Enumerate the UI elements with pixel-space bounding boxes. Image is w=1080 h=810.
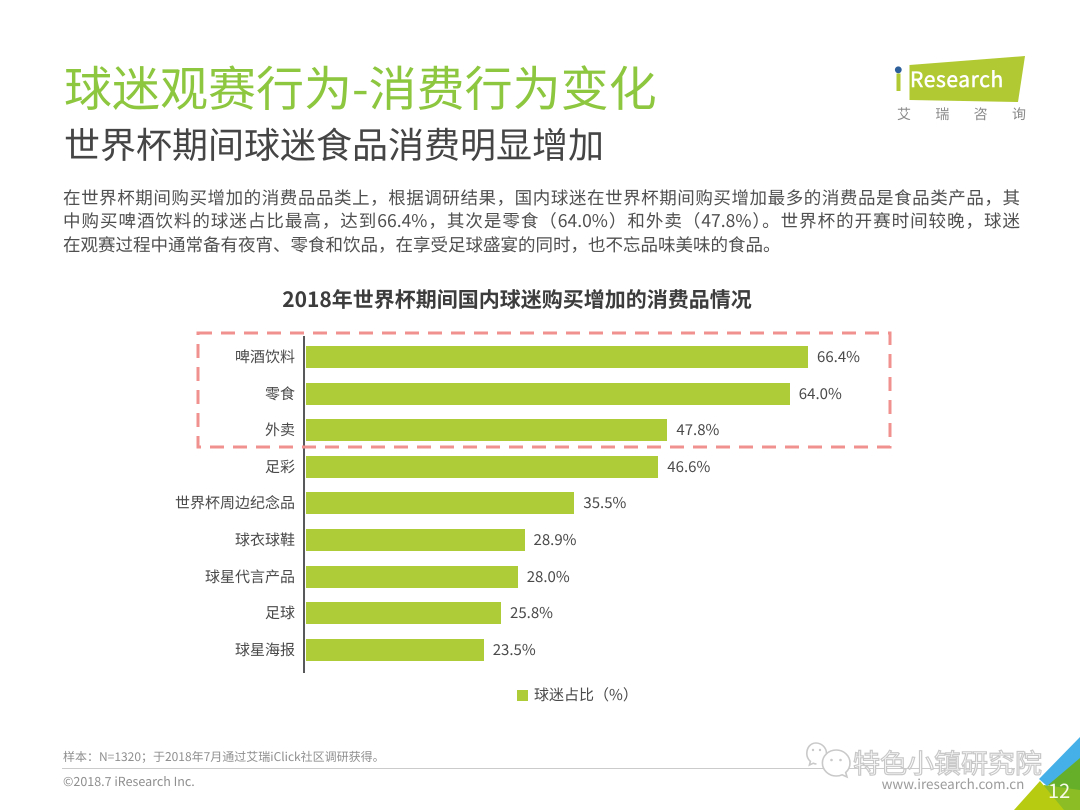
paragraph-line: 在世界杯期间购买增加的消费品品类上，根据调研结果，国内球迷在世界杯期间购买增加最… <box>63 185 1020 210</box>
bar <box>306 529 525 551</box>
legend-label: 球迷占比（%） <box>534 684 638 705</box>
category-label: 球星代言产品 <box>204 565 295 587</box>
watermark-text: 特色小镇研究院 <box>852 741 1042 781</box>
chart-title: 2018年世界杯期间国内球迷购买增加的消费品情况 <box>282 284 752 314</box>
chart-row: 球星代言产品 28.0% <box>0 565 1080 588</box>
chart-row: 外卖 47.8% <box>0 419 1080 442</box>
bar <box>306 638 484 661</box>
value-label: 28.9% <box>533 529 577 550</box>
category-label: 外卖 <box>264 419 295 441</box>
watermark-url: www.iresearch.com.cn <box>881 773 1025 793</box>
chart-row: 球星海报 23.5% <box>0 638 1080 661</box>
bar <box>306 602 501 625</box>
value-label: 23.5% <box>492 638 536 660</box>
chart-row: 球衣球鞋 28.9% <box>0 529 1080 551</box>
bar <box>306 565 518 588</box>
page-subtitle: 世界杯期间球迷食品消费明显增加 <box>64 117 605 169</box>
description-paragraph: 在世界杯期间购买增加的消费品品类上，根据调研结果，国内球迷在世界杯期间购买增加最… <box>63 185 1020 257</box>
category-label: 球衣球鞋 <box>234 529 295 550</box>
value-label: 25.8% <box>510 602 553 624</box>
value-label: 47.8% <box>676 419 720 441</box>
category-label: 世界杯周边纪念品 <box>174 492 295 514</box>
bar <box>306 346 808 368</box>
footer-divider <box>62 768 1015 769</box>
page-number: 12 <box>1048 775 1071 804</box>
chart-row: 足彩 46.6% <box>0 455 1080 478</box>
chart-row: 足球 25.8% <box>0 602 1080 625</box>
category-label: 足球 <box>264 602 295 624</box>
value-label: 35.5% <box>583 492 627 514</box>
highlight-dashed-box <box>196 331 892 449</box>
category-label: 球星海报 <box>234 638 295 660</box>
bar <box>306 455 659 478</box>
value-label: 28.0% <box>526 565 570 587</box>
bar <box>306 492 575 515</box>
value-label: 66.4% <box>817 346 860 367</box>
chart-legend: 球迷占比（%） <box>517 684 638 705</box>
corner-decoration <box>1014 737 1080 810</box>
logo-shape <box>894 56 1025 102</box>
value-label: 64.0% <box>798 382 842 404</box>
bar <box>306 382 790 405</box>
category-label: 零食 <box>264 382 295 404</box>
logo-i-dot <box>894 66 902 74</box>
bar <box>306 419 668 442</box>
legend-swatch <box>517 689 528 701</box>
value-label: 46.6% <box>667 455 711 477</box>
y-axis-line <box>303 336 305 673</box>
logo-wordmark: Research <box>910 64 1004 94</box>
paragraph-line: 中购买啤酒饮料的球迷占比最高，达到66.4%，其次是零食（64.0%）和外卖（4… <box>63 208 1020 234</box>
iresearch-logo: Research 艾瑞咨询 <box>880 50 1040 125</box>
paragraph-line: 在观赛过程中通常备有夜宵、零食和饮品，在享受足球盛宴的同时，也不忘品味美味的食品… <box>63 231 781 257</box>
category-label: 啤酒饮料 <box>234 346 295 367</box>
logo-cn-text: 艾瑞咨询 <box>897 104 1026 124</box>
wechat-icon <box>806 742 851 779</box>
chart-row: 零食 64.0% <box>0 382 1080 405</box>
category-label: 足彩 <box>264 455 295 477</box>
chart-row: 啤酒饮料 66.4% <box>0 346 1080 368</box>
copyright: ©2018.7 iResearch Inc. <box>63 771 195 790</box>
chart-row: 世界杯周边纪念品 35.5% <box>0 492 1080 515</box>
sample-note: 样本：N=1320；于2018年7月通过艾瑞iClick社区调研获得。 <box>63 748 385 765</box>
page-title: 球迷观赛行为-消费行为变化 <box>64 50 657 120</box>
